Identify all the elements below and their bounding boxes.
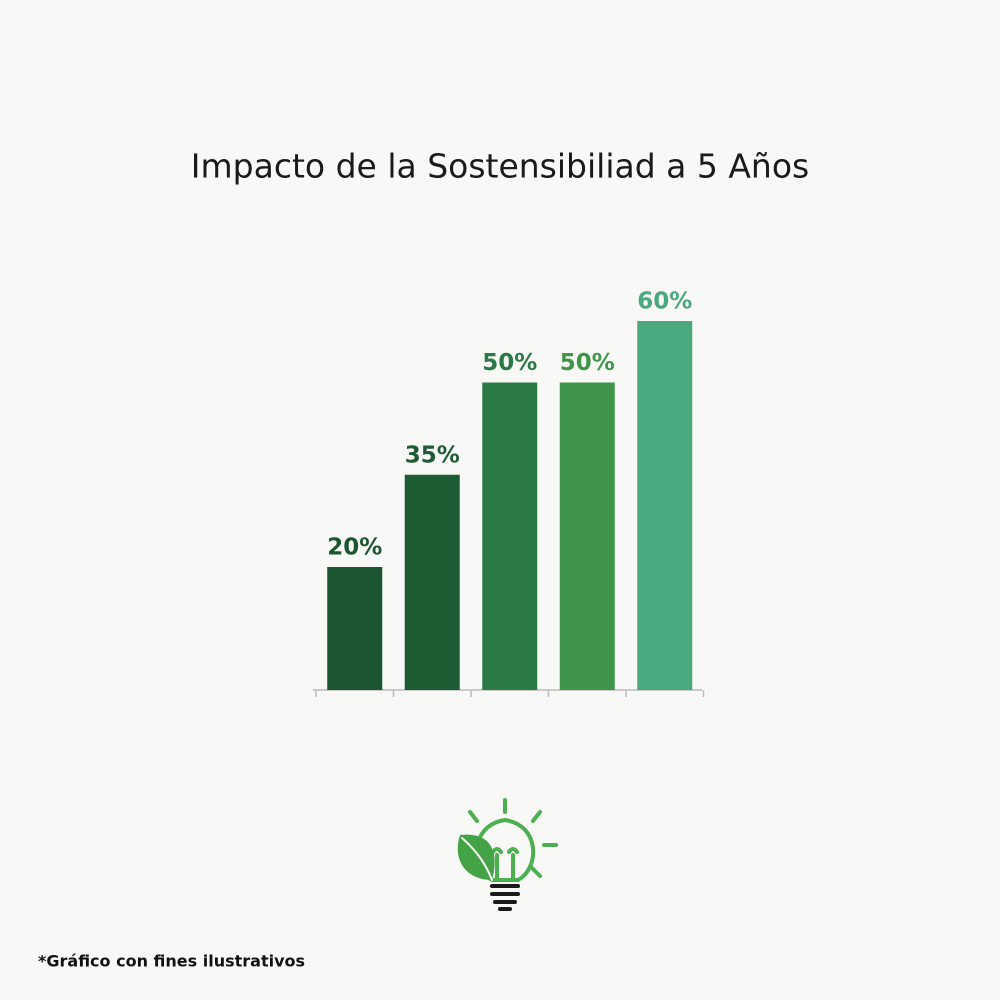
- bar: [482, 382, 538, 690]
- bar: [327, 567, 383, 690]
- value-label: 50%: [560, 350, 615, 376]
- bar: [637, 321, 693, 690]
- value-label: 20%: [327, 535, 382, 561]
- value-label: 35%: [405, 442, 460, 468]
- value-label: 50%: [482, 350, 537, 376]
- footnote: *Gráfico con fines ilustrativos: [38, 952, 305, 971]
- bar: [404, 474, 460, 690]
- lightbulb-icon: [457, 798, 558, 911]
- chart-title: Impacto de la Sostensibiliad a 5 Años: [191, 147, 809, 186]
- value-label: 60%: [637, 289, 692, 315]
- bar: [559, 382, 615, 690]
